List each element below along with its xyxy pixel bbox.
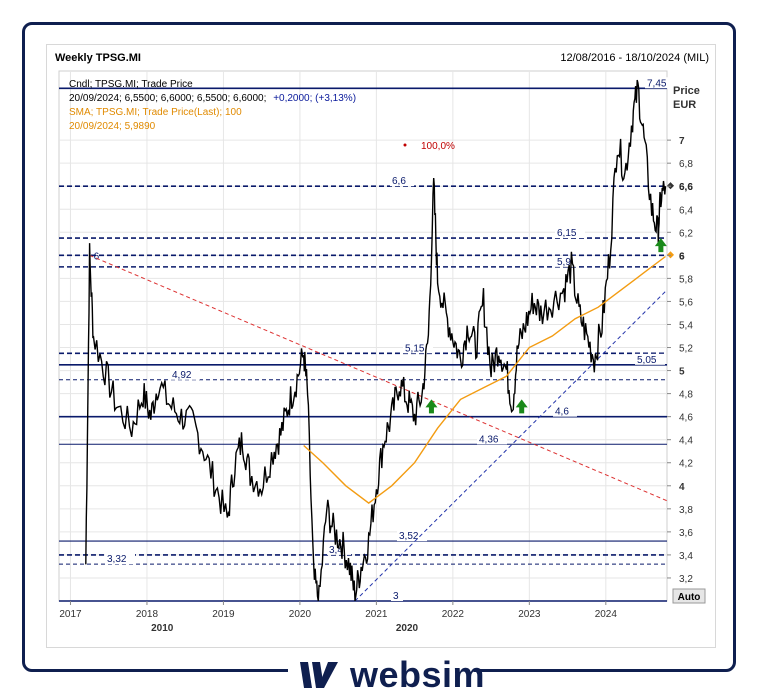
y-tick-label: 4,8: [679, 390, 693, 401]
y-tick-label: 6,4: [679, 205, 693, 216]
x-tick-label: 2023: [518, 609, 541, 620]
series-layer: [85, 79, 667, 602]
price-axis-label: Price: [673, 85, 700, 97]
level-label: 4,36: [479, 434, 499, 445]
level-label: 6,6: [392, 176, 406, 187]
start-label: 6: [94, 251, 100, 262]
currency-axis-label: EUR: [673, 99, 696, 111]
level-label: 5,05: [637, 355, 657, 366]
y-tick-label: 3,6: [679, 528, 693, 539]
price-chart[interactable]: Weekly TPSG.MI 12/08/2016 - 18/10/2024 (…: [47, 45, 717, 649]
legend-line-4: 20/09/2024; 5,9890: [69, 121, 156, 132]
y-tick-label: 4,4: [679, 436, 693, 447]
y-tick-label: 6,2: [679, 228, 693, 239]
level-label: 3: [393, 591, 399, 602]
level-label-bg: [390, 175, 414, 187]
trendline-rising: [354, 289, 668, 602]
up-arrow-icon: [654, 238, 667, 253]
level-label-bg: [170, 368, 200, 380]
y-tick-label: 6,6: [679, 182, 693, 193]
fib-pct-label: 100,0%: [421, 141, 455, 152]
level-label-bg: [635, 353, 665, 365]
y-tick-label: 4: [679, 482, 685, 493]
x-tick-label: 2022: [442, 609, 465, 620]
legend-values: 20/09/2024; 6,5500; 6,6000; 6,5500; 6,60…: [69, 93, 266, 104]
decade-label: 2010: [151, 623, 174, 634]
arrows-layer: [425, 238, 667, 414]
chart-date-range: 12/08/2016 - 18/10/2024 (MIL): [560, 52, 709, 64]
y-tick-label: 3,2: [679, 574, 693, 585]
axes-layer: 3,2 3,4 3,6 3,8 4 4,2 4,4 4,6 4,8 5 5,2 5,4 5,6 5,8 6 6…: [59, 136, 693, 634]
legend-line-2: 20/09/2024; 6,5500; 6,6000; 6,5500; 6,60…: [69, 93, 356, 104]
auto-scale-button-bg[interactable]: [672, 588, 706, 604]
level-label: 7,45: [647, 78, 667, 89]
end-marker-label: 6: [679, 251, 685, 262]
sma-series-line: [303, 255, 666, 504]
y-tick-label: 5,6: [679, 297, 693, 308]
x-tick-label: 2021: [365, 609, 388, 620]
legend-change: +0,2000; (+3,13%): [273, 93, 356, 104]
level-label-bg: [555, 227, 585, 239]
level-label-bg: [397, 530, 427, 542]
level-label: 3,52: [399, 531, 419, 542]
y-tick-label: 3,4: [679, 551, 693, 562]
legend-line-1: Cndl; TPSG.MI; Trade Price: [69, 79, 193, 90]
level-label-bg: [403, 342, 433, 354]
brand-logo: websim: [298, 654, 486, 695]
y-tick-label: 7: [679, 136, 685, 147]
y-tick-label: 5: [679, 367, 685, 378]
end-marker-label: 6,6: [679, 182, 693, 193]
levels-layer: 7,45 6,6 6,15 5,9 5,15 5,05 4,92 4,6 4,36 3,52 3,4…: [59, 77, 693, 602]
y-tick-label: 4,2: [679, 459, 693, 470]
chart-title: Weekly TPSG.MI: [55, 52, 141, 64]
y-tick-label: 5,4: [679, 320, 693, 331]
level-label-bg: [105, 553, 135, 565]
y-tick-label: 5,2: [679, 344, 693, 355]
level-label: 6,15: [557, 228, 577, 239]
level-label-bg: [327, 543, 351, 555]
level-label-bg: [645, 77, 675, 89]
level-label-bg: [553, 405, 577, 417]
grid-layer: [59, 71, 667, 601]
y-tick-label: 6: [679, 251, 685, 262]
x-tick-label: 2020: [289, 609, 312, 620]
level-label-bg: [391, 590, 403, 601]
x-tick-label: 2017: [59, 609, 82, 620]
y-tick-label: 5,8: [679, 274, 693, 285]
level-label: 3,32: [107, 554, 127, 565]
auto-scale-button[interactable]: Auto: [678, 592, 701, 603]
y-tick-label: 3,8: [679, 505, 693, 516]
level-label-bg: [477, 433, 507, 445]
y-tick-label: 4,6: [679, 413, 693, 424]
x-tick-label: 2018: [136, 609, 159, 620]
websim-logo-icon: [300, 662, 338, 688]
trendlines-layer: [89, 254, 668, 602]
level-label: 5,15: [405, 343, 425, 354]
brand-name: websim: [350, 654, 486, 695]
y-tick-label: 6,8: [679, 159, 693, 170]
decade-label: 2020: [396, 623, 419, 634]
price-series-line: [85, 79, 667, 602]
level-label: 5,9: [557, 257, 571, 268]
legend-line-3: SMA; TPSG.MI; Trade Price(Last); 100: [69, 107, 242, 118]
level-label: 4,6: [555, 407, 569, 418]
x-tick-label: 2024: [595, 609, 618, 620]
up-arrow-icon: [425, 399, 438, 414]
fib-marker-dot: [403, 143, 407, 147]
level-label-bg: [555, 255, 579, 267]
x-tick-label: 2019: [212, 609, 235, 620]
chart-panel: Weekly TPSG.MI 12/08/2016 - 18/10/2024 (…: [46, 44, 716, 648]
level-label: 3,4: [329, 545, 343, 556]
plot-area-border: [58, 70, 668, 602]
up-arrow-icon: [515, 399, 528, 414]
level-label: 4,92: [172, 370, 192, 381]
